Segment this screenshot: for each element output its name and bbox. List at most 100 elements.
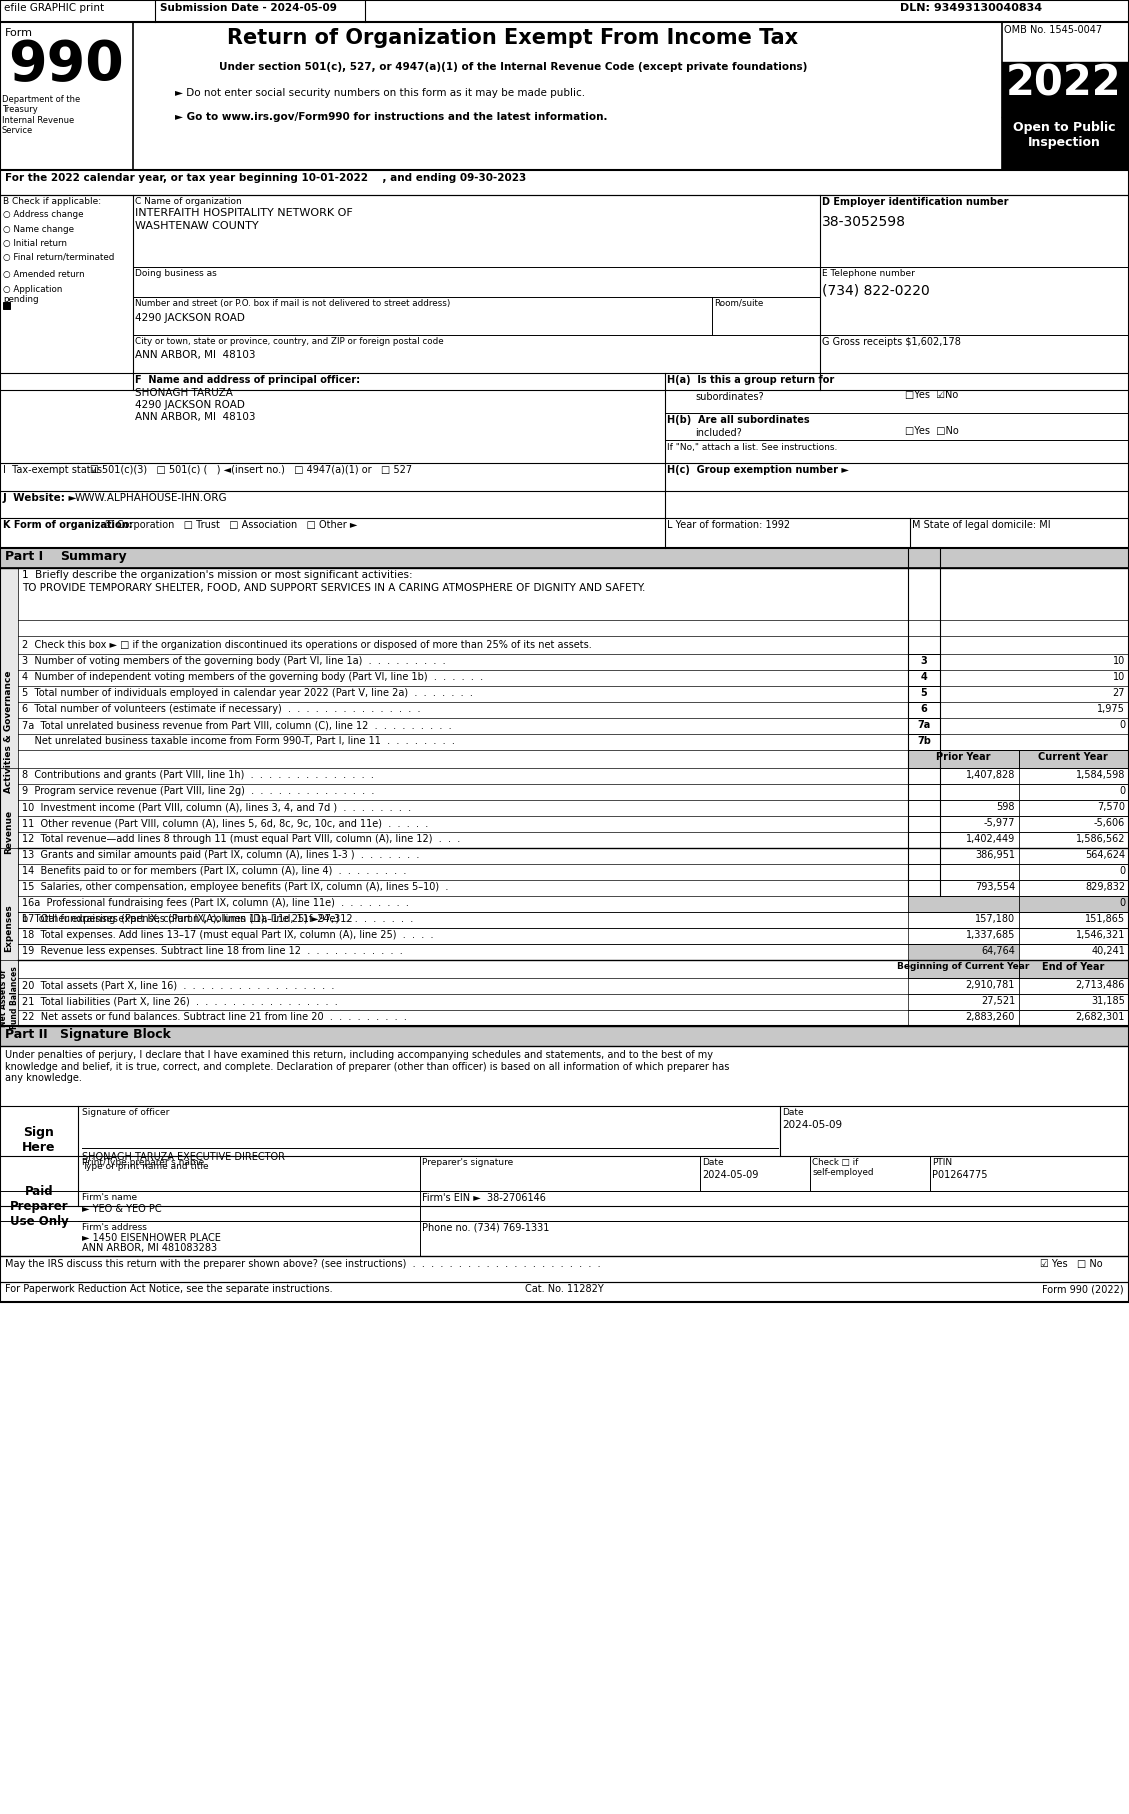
Text: Date: Date [702,1157,724,1166]
Bar [908,847,1019,863]
Bar [0,1107,1129,1206]
Text: 0: 0 [1119,720,1124,729]
Text: 10  Investment income (Part VIII, column (A), lines 3, 4, and 7d )  .  .  .  .  : 10 Investment income (Part VIII, column … [21,802,411,813]
Text: WWW.ALPHAHOUSE-IHN.ORG: WWW.ALPHAHOUSE-IHN.ORG [75,493,228,502]
Text: □Yes  □No: □Yes □No [905,426,959,435]
Text: Firm's EIN ►  38-2706146: Firm's EIN ► 38-2706146 [422,1194,546,1203]
Bar [908,767,1019,784]
Bar [908,896,1019,912]
Text: L Year of formation: 1992: L Year of formation: 1992 [667,521,790,530]
Bar [1019,816,1129,833]
Text: 10: 10 [1113,657,1124,666]
Text: C Name of organization: C Name of organization [135,198,242,207]
Text: 38-3052598: 38-3052598 [822,216,905,229]
Text: ☑ Yes   □ No: ☑ Yes □ No [1040,1259,1103,1270]
Bar [908,800,1019,816]
Text: ☑ 501(c)(3)   □ 501(c) (   ) ◄(insert no.)   □ 4947(a)(1) or   □ 527: ☑ 501(c)(3) □ 501(c) ( ) ◄(insert no.) □… [90,464,412,475]
Text: 12  Total revenue—add lines 8 through 11 (must equal Part VIII, column (A), line: 12 Total revenue—add lines 8 through 11 … [21,834,461,844]
Text: ○ Application
pending: ○ Application pending [3,285,62,305]
Bar [908,816,1019,833]
Text: Sign
Here: Sign Here [23,1126,55,1154]
Bar [908,833,1019,847]
Text: 829,832: 829,832 [1085,882,1124,892]
Text: 4290 JACKSON ROAD: 4290 JACKSON ROAD [135,401,245,410]
Text: F  Name and address of principal officer:: F Name and address of principal officer: [135,375,360,385]
Text: Current Year: Current Year [1039,753,1108,762]
Bar [908,912,1019,929]
Text: May the IRS discuss this return with the preparer shown above? (see instructions: May the IRS discuss this return with the… [5,1259,601,1270]
Bar [0,548,1129,568]
Text: 2  Check this box ► □ if the organization discontinued its operations or dispose: 2 Check this box ► □ if the organization… [21,640,592,649]
Text: M State of legal domicile: MI: M State of legal domicile: MI [912,521,1051,530]
Bar [0,1047,1129,1107]
Bar [1019,767,1129,784]
Bar [0,0,1129,1302]
Bar [0,1156,78,1255]
Text: 19  Revenue less expenses. Subtract line 18 from line 12  .  .  .  .  .  .  .  .: 19 Revenue less expenses. Subtract line … [21,945,403,956]
Text: Expenses: Expenses [5,903,14,952]
Text: ☑ Corporation   □ Trust   □ Association   □ Other ►: ☑ Corporation □ Trust □ Association □ Ot… [105,521,358,530]
Text: 27,521: 27,521 [981,996,1015,1007]
Bar [908,669,940,686]
Bar [908,929,1019,943]
Bar [908,978,1019,994]
Bar [1019,912,1129,929]
Text: Activities & Governance: Activities & Governance [5,671,14,793]
Bar [0,22,1129,171]
Bar [908,994,1019,1010]
Text: 2024-05-09: 2024-05-09 [782,1119,842,1130]
Bar [1019,833,1129,847]
Text: Beginning of Current Year: Beginning of Current Year [896,961,1030,970]
Text: ○ Address change: ○ Address change [3,210,84,219]
Text: SHONAGH TARUZA EXECUTIVE DIRECTOR: SHONAGH TARUZA EXECUTIVE DIRECTOR [82,1152,285,1163]
Text: 1,586,562: 1,586,562 [1076,834,1124,844]
Text: included?: included? [695,428,742,437]
Text: B Check if applicable:: B Check if applicable: [3,198,102,207]
Text: subordinates?: subordinates? [695,392,763,403]
Text: 16a  Professional fundraising fees (Part IX, column (A), line 11e)  .  .  .  .  : 16a Professional fundraising fees (Part … [21,898,409,909]
Text: If "No," attach a list. See instructions.: If "No," attach a list. See instructions… [667,443,838,452]
Text: Summary: Summary [60,550,126,562]
Bar [1019,880,1129,896]
Text: 386,951: 386,951 [975,851,1015,860]
Text: Number and street (or P.O. box if mail is not delivered to street address): Number and street (or P.O. box if mail i… [135,299,450,308]
Bar [908,960,1129,978]
Bar [1019,896,1129,912]
Text: 1,584,598: 1,584,598 [1076,769,1124,780]
Text: 3: 3 [920,657,927,666]
Bar [1019,896,1129,912]
Bar [0,0,1129,22]
Text: 2,910,781: 2,910,781 [965,980,1015,990]
Text: 157,180: 157,180 [974,914,1015,923]
Bar [1003,116,1129,171]
Bar [908,784,1019,800]
Bar [0,1027,1129,1047]
Text: H(a)  Is this a group return for: H(a) Is this a group return for [667,375,834,385]
Bar [1019,943,1129,960]
Bar [0,960,18,1036]
Text: 0: 0 [1119,898,1124,909]
Bar [908,880,1019,896]
Text: 1,402,449: 1,402,449 [965,834,1015,844]
Text: 21  Total liabilities (Part X, line 26)  .  .  .  .  .  .  .  .  .  .  .  .  .  : 21 Total liabilities (Part X, line 26) .… [21,996,338,1007]
Text: Doing business as: Doing business as [135,268,217,278]
Text: PTIN: PTIN [933,1157,952,1166]
Text: efile GRAPHIC print: efile GRAPHIC print [5,4,104,13]
Text: Room/suite: Room/suite [714,299,763,308]
Text: 7,570: 7,570 [1097,802,1124,813]
Text: ► Do not enter social security numbers on this form as it may be made public.: ► Do not enter social security numbers o… [175,89,585,98]
Bar [3,301,10,308]
Text: ○ Amended return: ○ Amended return [3,270,85,279]
Text: H(c)  Group exemption number ►: H(c) Group exemption number ► [667,464,849,475]
Bar [0,1255,1129,1282]
Text: For Paperwork Reduction Act Notice, see the separate instructions.: For Paperwork Reduction Act Notice, see … [5,1284,333,1293]
Text: Submission Date - 2024-05-09: Submission Date - 2024-05-09 [160,4,336,13]
Text: Print/Type preparer's name: Print/Type preparer's name [82,1157,204,1166]
Text: 31,185: 31,185 [1091,996,1124,1007]
Text: 1  Briefly describe the organization's mission or most significant activities:: 1 Briefly describe the organization's mi… [21,570,412,580]
Text: Return of Organization Exempt From Income Tax: Return of Organization Exempt From Incom… [227,27,798,47]
Bar [1003,22,1129,62]
Text: 793,554: 793,554 [974,882,1015,892]
Text: Department of the
Treasury
Internal Revenue
Service: Department of the Treasury Internal Reve… [2,94,80,136]
Bar [908,735,940,749]
